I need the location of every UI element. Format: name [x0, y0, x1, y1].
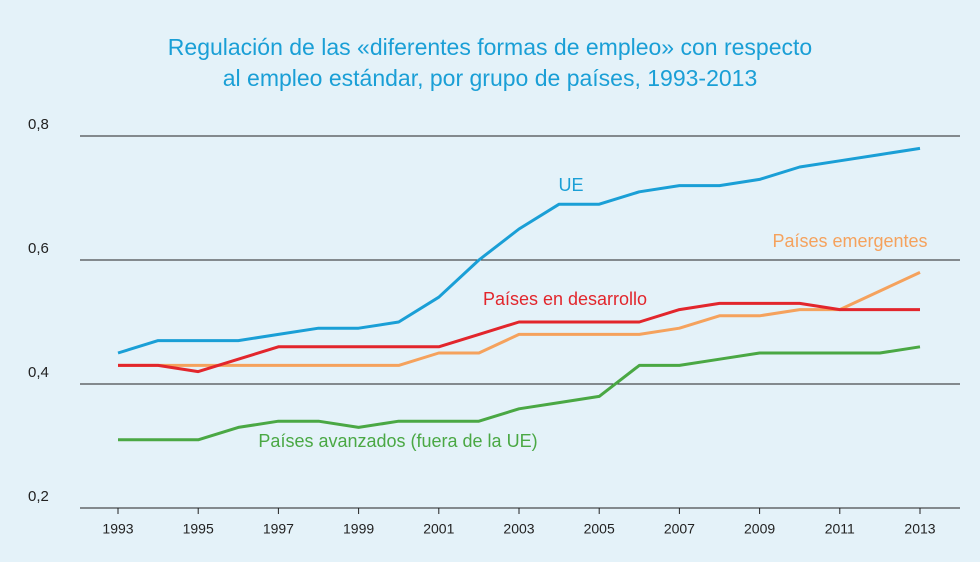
x-tick-label: 1999 [343, 521, 374, 537]
x-tick-label: 1995 [183, 521, 214, 537]
y-tick-label: 0,4 [28, 364, 49, 381]
x-tick-label: 1997 [263, 521, 294, 537]
x-tick-label: 2009 [744, 521, 775, 537]
series-line [118, 345, 921, 442]
x-tick-label: 2007 [664, 521, 695, 537]
series-line [118, 271, 921, 367]
x-tick-label: 2013 [904, 521, 935, 537]
series-label: UE [558, 175, 583, 195]
y-tick-label: 0,2 [28, 488, 49, 505]
series-line [117, 146, 921, 355]
y-tick-label: 0,8 [28, 116, 49, 133]
series-label: Países avanzados (fuera de la UE) [258, 431, 537, 451]
series-label: Países en desarrollo [483, 289, 647, 309]
chart-title: Regulación de las «diferentes formas de … [168, 34, 812, 60]
series-line [118, 301, 920, 374]
x-tick-label: 2003 [503, 521, 534, 537]
x-tick-label: 1993 [102, 521, 133, 537]
x-tick-label: 2001 [423, 521, 454, 537]
x-tick-label: 2011 [825, 521, 855, 537]
y-tick-label: 0,6 [28, 240, 49, 257]
series-label: Países emergentes [772, 231, 927, 251]
chart-title: al empleo estándar, por grupo de países,… [223, 65, 758, 91]
x-tick-label: 2005 [584, 521, 615, 537]
